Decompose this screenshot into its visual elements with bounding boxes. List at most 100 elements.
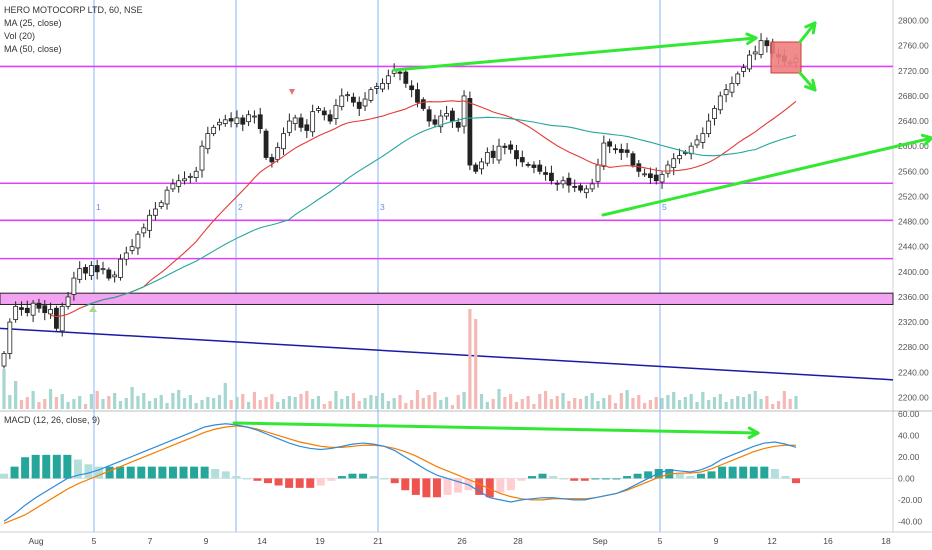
candle-body	[54, 307, 59, 329]
volume-bar	[613, 403, 618, 409]
candle-body	[36, 302, 42, 309]
macd-histogram-bar	[31, 454, 40, 479]
candle-body	[147, 214, 152, 231]
study-volume[interactable]: Vol (20)	[4, 31, 36, 41]
volume-bar	[433, 392, 437, 409]
pivot-low-marker	[89, 306, 97, 312]
candle-body	[321, 110, 327, 116]
macd-histogram-bar	[52, 454, 61, 479]
volume-bar	[782, 391, 786, 409]
candle-body	[129, 246, 135, 251]
volume-bar	[637, 395, 641, 409]
macd-study-label[interactable]: MACD (12, 26, close, 9)	[4, 415, 101, 425]
volume-bar	[439, 400, 443, 409]
candle-body	[327, 114, 333, 122]
volume-bar	[462, 392, 466, 409]
candle-body	[531, 164, 537, 168]
upper-trend-arrow	[392, 36, 758, 72]
volume-bar	[421, 398, 425, 409]
candle-body	[706, 120, 712, 135]
volume-bar	[683, 397, 687, 409]
volume-bar	[159, 395, 163, 409]
candle-body	[682, 152, 688, 154]
candle-body	[88, 265, 94, 276]
candle-body	[333, 104, 339, 119]
candle-body	[153, 208, 158, 216]
volume-bar	[363, 398, 367, 409]
candle-body	[7, 321, 13, 354]
pivot-high-marker	[289, 89, 295, 95]
macd-histogram-bar	[580, 478, 589, 481]
volume-bar	[276, 402, 280, 409]
candle-body	[182, 178, 187, 182]
price-tick-label: 2200.00	[898, 392, 929, 402]
candle-body	[48, 309, 53, 315]
study-ma50[interactable]: MA (50, close)	[4, 44, 62, 54]
candle-body	[257, 114, 263, 130]
volume-bar	[538, 394, 542, 409]
volume-bar	[369, 395, 373, 409]
macd-signal-line	[3, 425, 796, 524]
candle-body	[630, 153, 636, 166]
volume-bar	[765, 396, 769, 409]
macd-histogram-bar	[485, 478, 494, 498]
volume-bar	[264, 397, 268, 409]
macd-tick-label: 0.00	[898, 473, 915, 483]
price-tick-label: 2400.00	[898, 267, 929, 277]
macd-histogram-bar	[221, 471, 230, 479]
price-tick-label: 2360.00	[898, 292, 929, 302]
volume-bar	[177, 390, 181, 409]
candle-body	[543, 172, 548, 175]
volume-bar	[229, 400, 233, 409]
candle-body	[455, 121, 461, 128]
candle-body	[65, 296, 71, 307]
macd-histogram-bar	[506, 478, 515, 491]
bearish-scenario-arrow-head	[804, 85, 817, 92]
volume-bar	[555, 396, 559, 409]
time-tick-label: 7	[148, 536, 153, 546]
candle-body	[758, 40, 764, 55]
wave-label: 1	[96, 202, 101, 212]
volume-bar	[532, 404, 536, 409]
candle-body	[351, 96, 356, 103]
candle-body	[589, 183, 595, 190]
volume-bar	[48, 389, 53, 409]
macd-histogram-bar	[601, 478, 610, 480]
macd-histogram-bar	[348, 473, 357, 479]
volume-bar	[695, 402, 699, 409]
volume-bar	[380, 393, 385, 409]
macd-histogram-bar	[760, 466, 769, 479]
volume-bar	[217, 395, 222, 409]
volume-bar	[206, 397, 210, 409]
study-ma25[interactable]: MA (25, close)	[4, 18, 62, 28]
candle-body	[752, 51, 758, 55]
ma50-line	[85, 116, 797, 307]
wave-label: 2	[238, 202, 243, 212]
volume-bar	[590, 393, 594, 409]
volume-bar	[246, 402, 251, 409]
candle-body	[624, 149, 630, 153]
volume-bar	[788, 399, 792, 409]
volume-bar	[31, 391, 35, 409]
candle-body	[368, 89, 374, 101]
candle-body	[537, 164, 543, 172]
volume-bar	[444, 397, 449, 409]
macd-histogram-bar	[496, 478, 505, 493]
volume-bar	[357, 401, 361, 409]
macd-histogram-bar	[454, 478, 463, 493]
price-tick-label: 2520.00	[898, 191, 929, 201]
time-tick-label: Aug	[28, 536, 43, 546]
macd-histogram-bar	[232, 476, 241, 479]
volume-bar	[200, 400, 204, 409]
volume-bar	[497, 389, 501, 409]
time-tick-label: 9	[204, 536, 209, 546]
candle-body	[741, 67, 746, 72]
macd-divergence-arrow	[232, 421, 760, 435]
candle-body	[397, 71, 403, 74]
candle-body	[193, 170, 199, 178]
volume-bar	[142, 393, 146, 409]
candle-body	[1, 353, 7, 367]
candle-body	[572, 185, 578, 188]
candle-body	[123, 252, 129, 260]
